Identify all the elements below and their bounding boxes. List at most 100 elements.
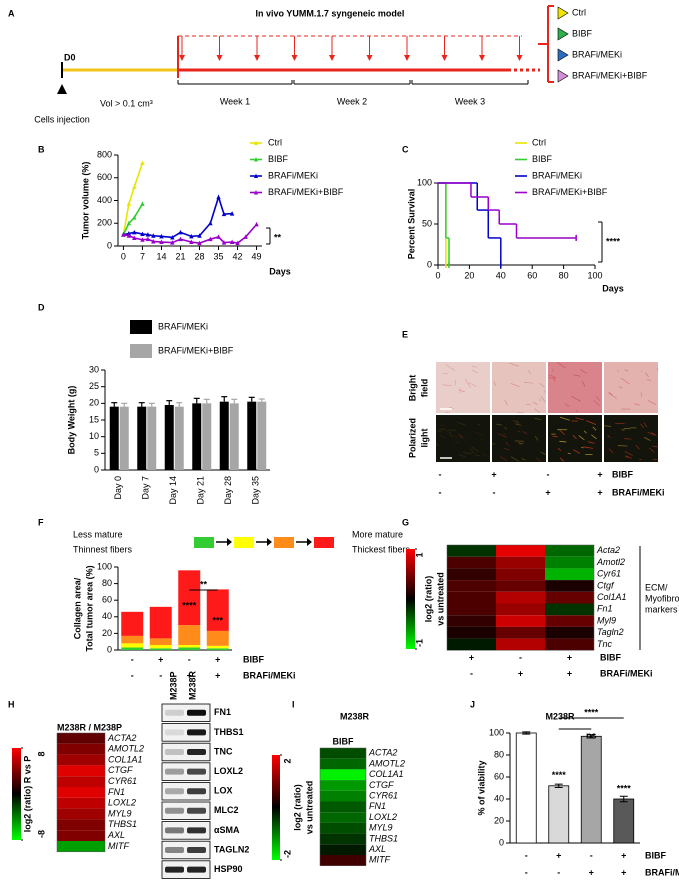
legend-arrowhead — [227, 538, 232, 546]
fiber — [442, 384, 453, 387]
blot-band — [165, 768, 184, 775]
legend-label: BIBF — [532, 154, 553, 164]
y-tick-label: 0 — [94, 464, 99, 474]
condition-sign: - — [519, 652, 522, 662]
fiber — [534, 408, 541, 414]
x-tick-label: 42 — [233, 251, 243, 261]
series-line — [122, 203, 144, 235]
legend-marker — [557, 48, 569, 62]
legend-label: Ctrl — [268, 137, 282, 147]
fiber — [458, 454, 466, 458]
condition-sign: + — [597, 469, 602, 479]
colorbar — [12, 748, 21, 840]
fiber — [580, 369, 588, 374]
colorbar — [272, 755, 280, 860]
x-tick-label: Day 7 — [141, 476, 151, 500]
legend-marker — [254, 173, 258, 178]
row-label: Myl9 — [597, 615, 616, 625]
fiber — [643, 436, 651, 442]
fiber — [553, 378, 556, 382]
legend-swatch — [274, 537, 294, 548]
row-label: Ctgf — [597, 580, 615, 590]
heat-cell — [320, 833, 366, 845]
colorbar-tick-label: -2 — [282, 850, 292, 858]
legend-swatch — [234, 537, 254, 548]
heat-cell — [447, 556, 496, 569]
blot-band — [165, 807, 184, 814]
significance: ns — [586, 730, 597, 740]
blot-band — [165, 788, 184, 795]
x-tick-label: 20 — [464, 270, 474, 280]
series-point — [140, 231, 145, 237]
fiber — [504, 399, 508, 406]
blot-band — [187, 807, 206, 814]
heat-cell — [496, 591, 545, 604]
bar — [515, 732, 537, 844]
heat-cell — [496, 568, 545, 581]
y-tick-label: 100 — [489, 727, 504, 737]
blot-strip — [161, 762, 211, 781]
bar — [219, 401, 229, 470]
fiber — [625, 455, 633, 459]
heat-cell — [57, 819, 105, 831]
fiber — [548, 374, 551, 377]
heat-cell — [320, 769, 366, 781]
blot-band — [165, 749, 184, 755]
fiber — [465, 378, 468, 384]
condition-sign: + — [158, 654, 163, 664]
dosing-arrowhead — [366, 55, 373, 61]
fiber — [468, 382, 477, 387]
fiber — [649, 447, 655, 453]
x-tick-label: 28 — [195, 251, 205, 261]
heatmap-frame — [446, 544, 595, 651]
fiber — [539, 398, 541, 402]
blot-strip — [161, 742, 211, 762]
row-label: AXL — [368, 844, 386, 854]
fiber — [607, 434, 611, 439]
x-tick-label: 0 — [121, 251, 126, 261]
series-point — [216, 194, 221, 200]
heat-cell — [57, 743, 105, 755]
micrograph-polarized — [492, 415, 546, 462]
week-label: Week 2 — [337, 96, 367, 106]
series-point — [216, 234, 221, 239]
series-point — [159, 233, 164, 239]
fiber — [445, 411, 450, 414]
fiber — [604, 425, 612, 427]
y-tick-label: 800 — [97, 149, 112, 159]
x-axis-title: Days — [602, 283, 624, 293]
fiber — [449, 432, 453, 438]
fiber — [467, 382, 471, 388]
heat-cell — [57, 776, 105, 787]
legend-swatch — [314, 537, 334, 548]
fiber — [581, 446, 584, 449]
row-label: THBS1 — [108, 819, 137, 829]
legend-text: Less mature — [73, 529, 123, 539]
protein-label: TNC — [214, 746, 233, 756]
row-label: Acta2 — [596, 545, 620, 555]
significance: **** — [584, 707, 599, 717]
series-point — [140, 237, 145, 242]
lane-label: M238P — [168, 671, 178, 700]
x-tick-label: 40 — [496, 270, 506, 280]
fiber — [559, 416, 570, 421]
y-tick-label: 40 — [102, 611, 112, 621]
dosing-arrowhead — [441, 55, 448, 61]
heat-cell — [57, 765, 105, 777]
x-tick-label: Day 14 — [168, 476, 178, 505]
legend-text: More mature — [352, 529, 403, 539]
dosing-arrowhead — [479, 55, 485, 61]
heatmap-frame — [319, 747, 367, 866]
row-label: Fn1 — [597, 604, 613, 614]
condition-sign: + — [215, 670, 220, 680]
fiber — [625, 456, 629, 458]
heat-cell — [447, 568, 496, 581]
heat-cell — [320, 822, 366, 834]
condition-sign: + — [491, 469, 496, 479]
y-tick-label: 100 — [417, 177, 432, 187]
bar-segment — [149, 645, 172, 649]
row-label: light — [419, 429, 429, 448]
colorbar-tick-label: -8 — [36, 830, 46, 838]
fiber — [508, 362, 519, 367]
